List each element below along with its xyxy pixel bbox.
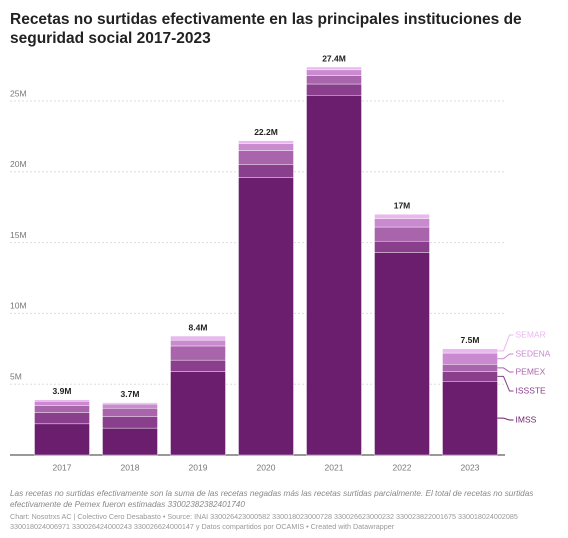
legend-label: PEMEX xyxy=(516,366,546,376)
bar-segment xyxy=(306,75,362,85)
total-label: 8.4M xyxy=(189,322,208,332)
bar-segment xyxy=(34,423,90,456)
total-label: 3.9M xyxy=(53,386,72,396)
bar-segment xyxy=(102,427,158,456)
total-label: 3.7M xyxy=(121,389,140,399)
bar-segment xyxy=(102,403,158,409)
total-label: 17M xyxy=(394,201,411,211)
bar-segment xyxy=(238,143,294,151)
bar-segment xyxy=(374,214,430,219)
total-label: 7.5M xyxy=(461,335,480,345)
legend-leader xyxy=(497,353,514,360)
bar-segment xyxy=(442,381,498,456)
bar-segment xyxy=(170,335,226,341)
bar-segment xyxy=(238,177,294,456)
bar-segment xyxy=(306,69,362,76)
bar-segment xyxy=(34,400,90,406)
legend-label: IMSS xyxy=(516,414,537,424)
bar-segment xyxy=(306,66,362,71)
bar-segment xyxy=(170,371,226,456)
x-tick-label: 2017 xyxy=(53,462,72,472)
legend-label: ISSSTE xyxy=(516,385,547,395)
legend-leader xyxy=(497,417,514,421)
bar-segment xyxy=(170,340,226,347)
bar-segment xyxy=(170,345,226,361)
x-tick-label: 2018 xyxy=(121,462,140,472)
y-tick-label: 5M xyxy=(10,371,22,381)
bar-segment xyxy=(374,252,430,456)
bar-segment xyxy=(374,226,430,242)
legend-label: SEMAR xyxy=(516,329,546,339)
x-tick-label: 2023 xyxy=(461,462,480,472)
bar-segment xyxy=(102,416,158,429)
bar-segment xyxy=(238,150,294,165)
y-tick-label: 20M xyxy=(10,159,27,169)
x-tick-label: 2020 xyxy=(257,462,276,472)
bar-segment xyxy=(34,405,90,413)
chart-source: Chart: Nosotrxs AC | Colectivo Cero Desa… xyxy=(10,512,518,531)
bar-segment xyxy=(306,95,362,456)
bar-segment xyxy=(34,399,90,402)
total-label: 22.2M xyxy=(254,127,278,137)
y-tick-label: 10M xyxy=(10,301,27,311)
bar-segment xyxy=(34,412,90,425)
bar-segment xyxy=(374,240,430,253)
bar-segment xyxy=(102,402,158,405)
chart-note: Las recetas no surtidas efectivamente so… xyxy=(10,489,534,509)
bar-segment xyxy=(442,371,498,382)
legend-leader xyxy=(497,367,514,373)
bar-segment xyxy=(170,359,226,372)
legend-label: SEDENA xyxy=(516,348,551,358)
legend-leader xyxy=(497,375,514,392)
y-tick-label: 25M xyxy=(10,88,27,98)
chart: 5M 10M 15M 20M 25M 2017 3.9M 2018 3.7M 2019 8.4M 20… xyxy=(10,53,551,472)
y-tick-label: 15M xyxy=(10,230,27,240)
x-tick-label: 2019 xyxy=(189,462,208,472)
x-tick-label: 2021 xyxy=(325,462,344,472)
bar-segment xyxy=(238,140,294,144)
bar-segment xyxy=(238,164,294,178)
bar-segment xyxy=(306,83,362,96)
chart-title: Recetas no surtidas efectivamente en las… xyxy=(10,11,522,47)
bar-segment xyxy=(102,408,158,417)
bar-segment xyxy=(442,348,498,354)
bar-segment xyxy=(442,364,498,372)
total-label: 27.4M xyxy=(322,53,346,63)
x-tick-label: 2022 xyxy=(393,462,412,472)
legend-leader xyxy=(497,334,514,352)
bar-segment xyxy=(442,352,498,365)
bar-segment xyxy=(374,218,430,228)
